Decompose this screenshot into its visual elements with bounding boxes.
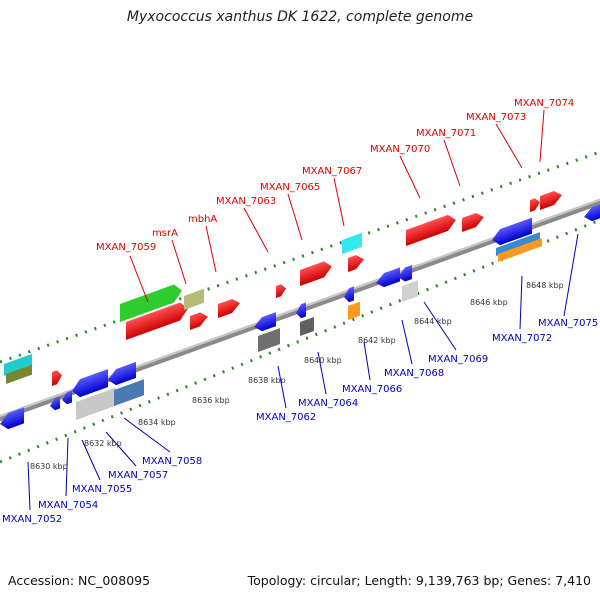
gene-leader-line xyxy=(105,431,137,467)
gene-feature-32[interactable] xyxy=(492,217,532,248)
gene-leader-line xyxy=(333,177,345,227)
gene-leader-line xyxy=(171,239,187,285)
gene-label-lower[interactable]: MXAN_7064 xyxy=(298,398,358,409)
gene-label-upper[interactable]: MXAN_7065 xyxy=(260,182,320,193)
gene-feature-23[interactable] xyxy=(254,312,276,334)
gene-feature-26[interactable] xyxy=(300,316,314,336)
gene-feature-20[interactable] xyxy=(108,361,136,388)
kbp-tick-label: 8640 kbp xyxy=(304,356,342,365)
kbp-labels: 8630 kbp 8632 kbp 8634 kbp 8636 kbp 8638 kbp… xyxy=(30,281,564,471)
kbp-tick-label: 8634 kbp xyxy=(138,418,176,427)
gene-shapes xyxy=(0,188,600,432)
gene-leader-line xyxy=(81,439,101,481)
kbp-tick-label: 8630 kbp xyxy=(30,462,68,471)
kbp-tick-label: 8632 kbp xyxy=(84,439,122,448)
genome-summary-label: Topology: circular; Length: 9,139,763 bp… xyxy=(247,573,591,588)
gene-leader-line xyxy=(205,225,217,273)
gene-leader-line xyxy=(363,341,371,381)
gene-feature-18[interactable] xyxy=(62,390,72,406)
kbp-tick-label: 8636 kbp xyxy=(192,396,230,405)
kbp-tick-label: 8642 kbp xyxy=(358,336,396,345)
gene-feature-25[interactable] xyxy=(296,302,306,320)
gene-feature-22[interactable] xyxy=(114,379,144,406)
gene-label-lower[interactable]: MXAN_7066 xyxy=(342,384,402,395)
gene-feature-27[interactable] xyxy=(344,286,354,304)
gene-feature-3[interactable] xyxy=(190,310,208,330)
kbp-tick-label: 8638 kbp xyxy=(248,376,286,385)
gene-label-upper[interactable]: MXAN_7071 xyxy=(416,128,476,139)
gene-feature-29[interactable] xyxy=(376,267,400,290)
map-title: Myxococcus xanthus DK 1622, complete gen… xyxy=(126,9,474,25)
gene-leader-line xyxy=(495,123,523,169)
gene-feature-31[interactable] xyxy=(402,280,418,302)
gene-feature-24[interactable] xyxy=(258,328,280,352)
gene-leader-line xyxy=(65,437,69,497)
gene-label-lower[interactable]: MXAN_7062 xyxy=(256,412,316,423)
gene-leader-line xyxy=(423,301,457,351)
gene-labels: MXAN_7059 msrA mbhA MXAN_7063 MXAN_7065 MXAN_… xyxy=(2,98,598,525)
kbp-tick-label: 8644 kbp xyxy=(414,317,452,326)
gene-leader-line xyxy=(443,139,461,187)
gene-label-lower[interactable]: MXAN_7068 xyxy=(384,368,444,379)
gene-feature-16[interactable] xyxy=(0,407,24,432)
gene-label-lower[interactable]: MXAN_7072 xyxy=(492,333,552,344)
kbp-tick-label: 8646 kbp xyxy=(470,298,508,307)
gene-label-lower[interactable]: MXAN_7054 xyxy=(38,500,98,511)
gene-label-upper[interactable]: msrA xyxy=(152,228,178,239)
gene-feature-0[interactable] xyxy=(120,282,182,322)
gene-feature-10[interactable] xyxy=(462,210,484,232)
gene-feature-13[interactable] xyxy=(52,368,62,386)
gene-leader-line xyxy=(123,417,171,453)
gene-label-upper[interactable]: MXAN_7074 xyxy=(514,98,574,109)
gene-leaders xyxy=(27,109,579,511)
gene-feature-1[interactable] xyxy=(126,300,188,340)
gene-label-lower[interactable]: MXAN_7052 xyxy=(2,514,62,525)
gene-leader-line xyxy=(129,255,149,303)
gene-label-lower[interactable]: MXAN_7058 xyxy=(142,456,202,467)
gene-feature-33[interactable] xyxy=(496,232,540,256)
gene-label-lower[interactable]: MXAN_7075 xyxy=(538,318,598,329)
gene-feature-7[interactable] xyxy=(342,232,362,254)
gene-feature-9[interactable] xyxy=(406,212,456,246)
gene-leader-line xyxy=(539,109,545,163)
gene-leader-line xyxy=(277,365,287,409)
gene-leader-line xyxy=(27,461,31,511)
gene-feature-14[interactable] xyxy=(4,353,32,376)
gene-label-lower[interactable]: MXAN_7057 xyxy=(108,470,168,481)
gene-feature-21[interactable] xyxy=(76,387,116,420)
gene-feature-4[interactable] xyxy=(218,296,240,318)
gene-leader-line xyxy=(563,233,579,317)
gene-label-upper[interactable]: MXAN_7067 xyxy=(302,166,362,177)
gene-label-upper[interactable]: MXAN_7070 xyxy=(370,144,430,155)
kbp-tick-label: 8648 kbp xyxy=(526,281,564,290)
gene-label-lower[interactable]: MXAN_7069 xyxy=(428,354,488,365)
gene-feature-11[interactable] xyxy=(530,196,540,212)
accession-label: Accession: NC_008095 xyxy=(8,573,151,588)
gene-feature-17[interactable] xyxy=(50,396,60,412)
gene-feature-8[interactable] xyxy=(348,252,364,272)
gene-leader-line xyxy=(287,193,303,241)
gene-feature-30[interactable] xyxy=(398,264,412,284)
gene-feature-34[interactable] xyxy=(498,238,542,262)
gene-feature-2[interactable] xyxy=(184,288,204,310)
gene-feature-6[interactable] xyxy=(300,258,332,286)
gene-leader-line xyxy=(401,319,413,365)
gene-leader-line xyxy=(317,351,327,395)
gene-feature-12[interactable] xyxy=(540,188,562,210)
gene-leader-line xyxy=(519,275,523,330)
gene-feature-15[interactable] xyxy=(6,364,32,384)
gene-label-lower[interactable]: MXAN_7055 xyxy=(72,484,132,495)
gene-feature-28[interactable] xyxy=(348,301,360,320)
gene-label-upper[interactable]: MXAN_7059 xyxy=(96,242,156,253)
gene-leader-line xyxy=(399,155,421,199)
gene-label-upper[interactable]: mbhA xyxy=(188,214,217,225)
gene-leader-line xyxy=(243,207,269,253)
gene-feature-19[interactable] xyxy=(72,369,108,400)
gene-feature-35[interactable] xyxy=(584,204,600,224)
gene-feature-5[interactable] xyxy=(276,282,286,298)
gene-label-upper[interactable]: MXAN_7073 xyxy=(466,112,526,123)
gene-label-upper[interactable]: MXAN_7063 xyxy=(216,196,276,207)
